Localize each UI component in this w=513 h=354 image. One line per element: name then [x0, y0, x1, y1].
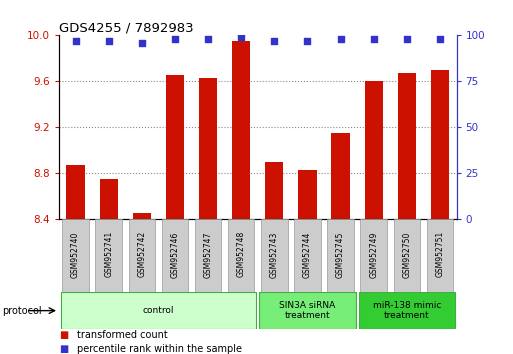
Text: GSM952743: GSM952743	[270, 231, 279, 278]
Text: GSM952747: GSM952747	[204, 231, 212, 278]
FancyBboxPatch shape	[95, 219, 122, 292]
Point	[204, 36, 212, 42]
Text: SIN3A siRNA
treatment: SIN3A siRNA treatment	[280, 301, 336, 320]
Text: GSM952742: GSM952742	[137, 231, 146, 278]
FancyBboxPatch shape	[427, 219, 453, 292]
Point	[71, 38, 80, 44]
Bar	[166, 74, 184, 219]
Text: GSM952748: GSM952748	[236, 231, 246, 278]
FancyBboxPatch shape	[62, 219, 89, 292]
Text: GSM952740: GSM952740	[71, 231, 80, 278]
FancyBboxPatch shape	[61, 292, 256, 329]
FancyBboxPatch shape	[393, 219, 420, 292]
Bar	[133, 212, 151, 219]
Text: ■: ■	[59, 330, 68, 339]
Text: GSM952750: GSM952750	[402, 231, 411, 278]
Bar	[232, 41, 250, 219]
Bar	[100, 179, 118, 219]
FancyBboxPatch shape	[228, 219, 254, 292]
Point	[137, 40, 146, 46]
FancyBboxPatch shape	[162, 219, 188, 292]
Text: GDS4255 / 7892983: GDS4255 / 7892983	[59, 21, 193, 34]
Point	[270, 38, 279, 44]
Bar	[265, 162, 284, 219]
Bar	[67, 165, 85, 219]
FancyBboxPatch shape	[294, 219, 321, 292]
Bar	[365, 81, 383, 219]
Point	[303, 38, 311, 44]
FancyBboxPatch shape	[361, 219, 387, 292]
Text: percentile rank within the sample: percentile rank within the sample	[77, 344, 242, 354]
Bar	[331, 133, 350, 219]
Text: GSM952751: GSM952751	[436, 231, 444, 278]
Text: transformed count: transformed count	[77, 330, 168, 339]
FancyBboxPatch shape	[327, 219, 354, 292]
Bar	[398, 73, 416, 219]
Point	[105, 38, 113, 44]
Point	[403, 36, 411, 42]
Text: ■: ■	[59, 344, 68, 354]
FancyBboxPatch shape	[129, 219, 155, 292]
FancyBboxPatch shape	[260, 292, 356, 329]
Text: control: control	[143, 306, 174, 315]
Bar	[199, 78, 217, 219]
Text: protocol: protocol	[3, 306, 42, 316]
Point	[436, 36, 444, 42]
Text: miR-138 mimic
treatment: miR-138 mimic treatment	[372, 301, 441, 320]
Point	[171, 36, 179, 42]
Text: GSM952741: GSM952741	[104, 231, 113, 278]
Point	[237, 34, 245, 40]
Text: GSM952746: GSM952746	[170, 231, 180, 278]
Point	[337, 36, 345, 42]
Text: GSM952749: GSM952749	[369, 231, 378, 278]
FancyBboxPatch shape	[359, 292, 455, 329]
FancyBboxPatch shape	[261, 219, 288, 292]
Point	[370, 36, 378, 42]
Bar	[299, 170, 317, 219]
FancyBboxPatch shape	[195, 219, 221, 292]
Text: GSM952744: GSM952744	[303, 231, 312, 278]
Text: GSM952745: GSM952745	[336, 231, 345, 278]
Bar	[431, 70, 449, 219]
